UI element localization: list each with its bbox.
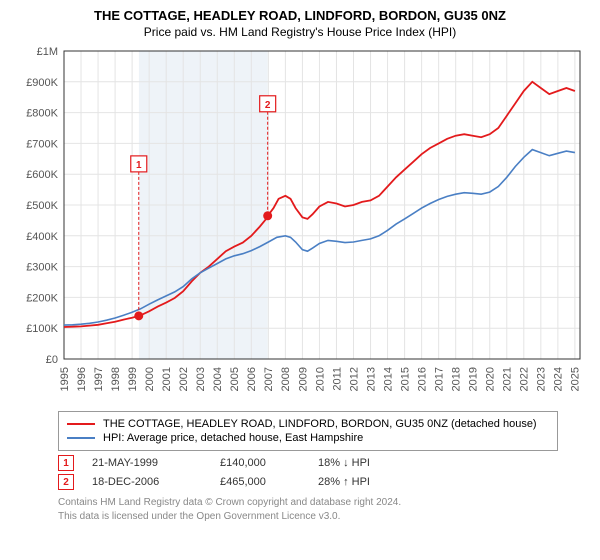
sales-block: 1 21-MAY-1999 £140,000 18% ↓ HPI 2 18-DEC-200…: [58, 455, 586, 490]
svg-text:2006: 2006: [246, 367, 258, 391]
chart-area: £0 £100K £200K £300K £400K £500K £600K £700K £80…: [14, 45, 586, 405]
svg-text:£700K: £700K: [26, 138, 58, 150]
sale-marker-dot: [263, 211, 272, 220]
sale-price: £140,000: [220, 457, 300, 469]
footnote-line2: This data is licensed under the Open Gov…: [58, 510, 578, 524]
title-block: THE COTTAGE, HEADLEY ROAD, LINDFORD, BOR…: [14, 8, 586, 39]
svg-text:2013: 2013: [365, 367, 377, 391]
svg-text:2022: 2022: [519, 367, 531, 391]
sale-marker-dot: [134, 311, 143, 320]
svg-text:2008: 2008: [280, 367, 292, 391]
sale-delta: 18% ↓ HPI: [318, 457, 398, 469]
svg-text:2020: 2020: [485, 367, 497, 391]
svg-text:£500K: £500K: [26, 200, 58, 212]
sale-date: 18-DEC-2006: [92, 476, 202, 488]
legend-row: HPI: Average price, detached house, East…: [67, 432, 549, 444]
footnote-line1: Contains HM Land Registry data © Crown c…: [58, 496, 578, 510]
svg-text:2017: 2017: [434, 367, 446, 391]
legend-swatch: [67, 437, 95, 439]
legend-swatch: [67, 423, 95, 425]
sale-delta: 28% ↑ HPI: [318, 476, 398, 488]
svg-text:1995: 1995: [59, 367, 71, 391]
svg-text:1999: 1999: [127, 367, 139, 391]
svg-text:1997: 1997: [93, 367, 105, 391]
legend-label: THE COTTAGE, HEADLEY ROAD, LINDFORD, BOR…: [103, 418, 537, 430]
svg-text:1: 1: [136, 160, 142, 171]
sale-price: £465,000: [220, 476, 300, 488]
svg-text:2023: 2023: [536, 367, 548, 391]
svg-text:2018: 2018: [451, 367, 463, 391]
svg-text:2019: 2019: [468, 367, 480, 391]
svg-text:1996: 1996: [76, 367, 88, 391]
svg-text:2015: 2015: [399, 367, 411, 391]
sale-marker-box: 1: [58, 455, 74, 471]
legend-box: THE COTTAGE, HEADLEY ROAD, LINDFORD, BOR…: [58, 411, 558, 451]
svg-text:2021: 2021: [502, 367, 514, 391]
svg-text:£100K: £100K: [26, 323, 58, 335]
sale-row: 2 18-DEC-2006 £465,000 28% ↑ HPI: [58, 474, 586, 490]
svg-text:2001: 2001: [161, 367, 173, 391]
svg-text:£300K: £300K: [26, 262, 58, 274]
legend-row: THE COTTAGE, HEADLEY ROAD, LINDFORD, BOR…: [67, 418, 549, 430]
svg-text:2000: 2000: [144, 367, 156, 391]
svg-text:£800K: £800K: [26, 108, 58, 120]
svg-text:2025: 2025: [570, 367, 582, 391]
svg-text:2005: 2005: [229, 367, 241, 391]
sale-marker-box: 2: [58, 474, 74, 490]
svg-text:2014: 2014: [382, 367, 394, 391]
svg-text:£900K: £900K: [26, 77, 58, 89]
svg-text:2011: 2011: [331, 367, 343, 391]
svg-text:2: 2: [265, 100, 271, 111]
svg-text:£1M: £1M: [37, 46, 58, 58]
sub-title: Price paid vs. HM Land Registry's House …: [14, 25, 586, 39]
svg-text:2004: 2004: [212, 367, 224, 391]
svg-text:£600K: £600K: [26, 169, 58, 181]
svg-text:2007: 2007: [263, 367, 275, 391]
svg-text:2010: 2010: [314, 367, 326, 391]
main-title: THE COTTAGE, HEADLEY ROAD, LINDFORD, BOR…: [14, 8, 586, 23]
svg-text:£400K: £400K: [26, 231, 58, 243]
svg-text:2009: 2009: [297, 367, 309, 391]
svg-text:£200K: £200K: [26, 292, 58, 304]
svg-text:2002: 2002: [178, 367, 190, 391]
chart-svg: £0 £100K £200K £300K £400K £500K £600K £700K £80…: [14, 45, 586, 405]
sale-date: 21-MAY-1999: [92, 457, 202, 469]
svg-text:1998: 1998: [110, 367, 122, 391]
footnote: Contains HM Land Registry data © Crown c…: [58, 496, 578, 523]
svg-text:2024: 2024: [553, 367, 565, 391]
chart-container: THE COTTAGE, HEADLEY ROAD, LINDFORD, BOR…: [0, 0, 600, 560]
svg-text:2012: 2012: [348, 367, 360, 391]
legend-label: HPI: Average price, detached house, East…: [103, 432, 363, 444]
sale-row: 1 21-MAY-1999 £140,000 18% ↓ HPI: [58, 455, 586, 471]
svg-text:£0: £0: [46, 354, 58, 366]
svg-text:2016: 2016: [416, 367, 428, 391]
svg-text:2003: 2003: [195, 367, 207, 391]
